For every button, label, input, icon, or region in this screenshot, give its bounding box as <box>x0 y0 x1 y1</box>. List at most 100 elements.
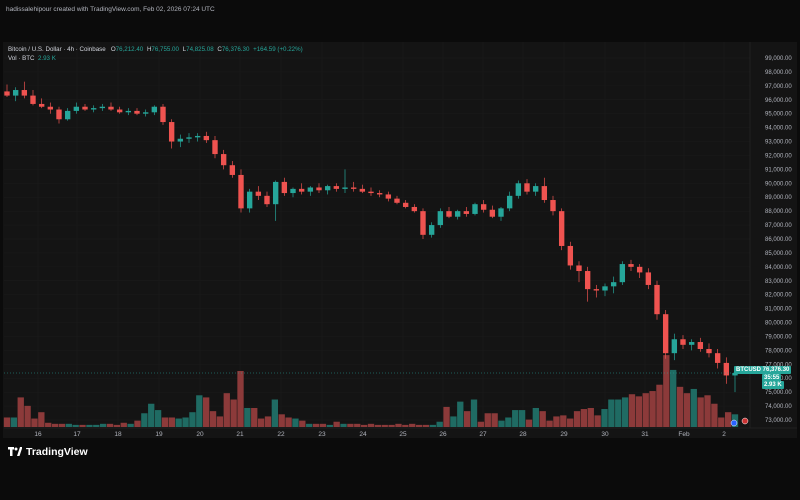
volume-bar <box>573 411 581 427</box>
price-tick-label: 82,000.00 <box>765 293 792 299</box>
candle-body <box>472 204 478 214</box>
volume-bar <box>718 417 725 427</box>
volume-tag-text: 2.93 K <box>764 382 782 388</box>
price-tick-label: 81,000.00 <box>765 307 792 313</box>
candle-body <box>30 95 36 104</box>
volume-bar <box>450 416 457 427</box>
volume-bar <box>683 393 691 427</box>
high-label: H <box>146 46 152 53</box>
price-tag-symbol: BTCUSD 76,376.30 <box>734 366 792 374</box>
open-value: 76,212.40 <box>115 46 144 53</box>
credit-line: hadissalehipour created with TradingView… <box>6 6 215 13</box>
volume-bar <box>106 423 114 427</box>
volume-bar <box>10 417 18 427</box>
volume-bar <box>251 407 258 427</box>
open-label: O <box>110 46 116 53</box>
volume-bar <box>656 384 663 427</box>
volume-bar <box>518 410 526 427</box>
price-tick-label: 80,000.00 <box>765 321 792 327</box>
flag-marker-icon <box>741 417 749 425</box>
volume-bar <box>491 413 498 427</box>
candle-body <box>307 187 314 192</box>
candle-body <box>168 122 175 142</box>
price-tick-label: 88,000.00 <box>765 209 792 215</box>
volume-bar <box>381 424 388 427</box>
candle-body <box>446 211 452 217</box>
candle-body <box>394 198 400 203</box>
candle-body <box>255 191 262 196</box>
volume-bar <box>608 399 615 427</box>
candle-body <box>125 110 132 113</box>
price-tick-label: 83,000.00 <box>765 279 792 285</box>
candle-body <box>688 342 695 345</box>
candle-body <box>90 108 97 110</box>
candle-body <box>116 109 123 113</box>
price-tick-label: 94,000.00 <box>765 126 792 132</box>
volume-bar <box>333 421 340 427</box>
time-tick-label: 27 <box>479 431 487 438</box>
volume-bar <box>38 412 45 427</box>
volume-bar <box>388 424 395 427</box>
candle-body <box>212 140 218 155</box>
volume-bar <box>429 424 436 427</box>
volume-bar <box>505 417 512 427</box>
candle-body <box>671 339 678 354</box>
candle-body <box>99 106 106 109</box>
volume-bar <box>65 423 72 427</box>
candle-body <box>706 348 712 354</box>
price-tick-label: 97,000.00 <box>765 84 792 90</box>
volume-bar <box>161 417 169 427</box>
legend-row-volume: Vol · BTC 2.93 K <box>8 54 303 63</box>
candle-body <box>385 194 392 199</box>
volume-bar <box>319 423 327 427</box>
volume-bar <box>594 415 601 427</box>
candle-body <box>550 200 556 212</box>
volume-bar <box>230 399 237 427</box>
candle-body <box>324 186 331 191</box>
price-tag-countdown: 35:55 <box>762 374 782 382</box>
volume-bar <box>601 409 608 427</box>
volume-bar <box>175 418 182 427</box>
volume-bar <box>580 409 588 427</box>
candle-body <box>480 204 487 210</box>
candle-body <box>506 195 513 209</box>
volume-bar <box>148 403 155 427</box>
price-tick-label: 79,000.00 <box>765 334 792 340</box>
candle-body <box>12 90 19 96</box>
volume-bar <box>31 418 38 427</box>
volume-label: Vol · BTC <box>8 55 35 62</box>
volume-bar <box>676 386 684 427</box>
candle-body <box>532 186 539 192</box>
close-label: C <box>217 46 222 53</box>
candle-body <box>142 112 149 114</box>
price-tick-label: 95,000.00 <box>765 112 792 118</box>
time-tick-label: 25 <box>399 431 407 438</box>
time-tick-label: 31 <box>641 431 649 438</box>
volume-bar <box>127 423 134 427</box>
candle-body <box>402 202 409 207</box>
time-tick-label: 23 <box>318 431 326 438</box>
candle-body <box>723 362 730 376</box>
time-tick-label: 28 <box>519 431 527 438</box>
volume-bar <box>79 424 86 427</box>
time-tick-label: 30 <box>601 431 609 438</box>
candle-body <box>376 193 383 195</box>
candle-body <box>732 372 738 376</box>
grid <box>4 42 750 428</box>
candle-body <box>229 165 236 175</box>
candle-body <box>628 264 634 267</box>
volume-bar <box>237 370 244 427</box>
volume-bar <box>196 395 203 427</box>
candle-body <box>567 245 574 266</box>
price-tick-label: 90,000.00 <box>765 181 792 187</box>
price-tick-label: 89,000.00 <box>765 195 792 201</box>
volume-bar <box>409 423 416 427</box>
time-tick-label: 19 <box>155 431 163 438</box>
candle-body <box>38 103 45 107</box>
close-value: 76,376.30 <box>221 46 250 53</box>
volume-bar <box>154 410 162 427</box>
volume-bar <box>244 407 251 427</box>
candle-body <box>411 206 418 212</box>
time-tick-label: 18 <box>114 431 122 438</box>
